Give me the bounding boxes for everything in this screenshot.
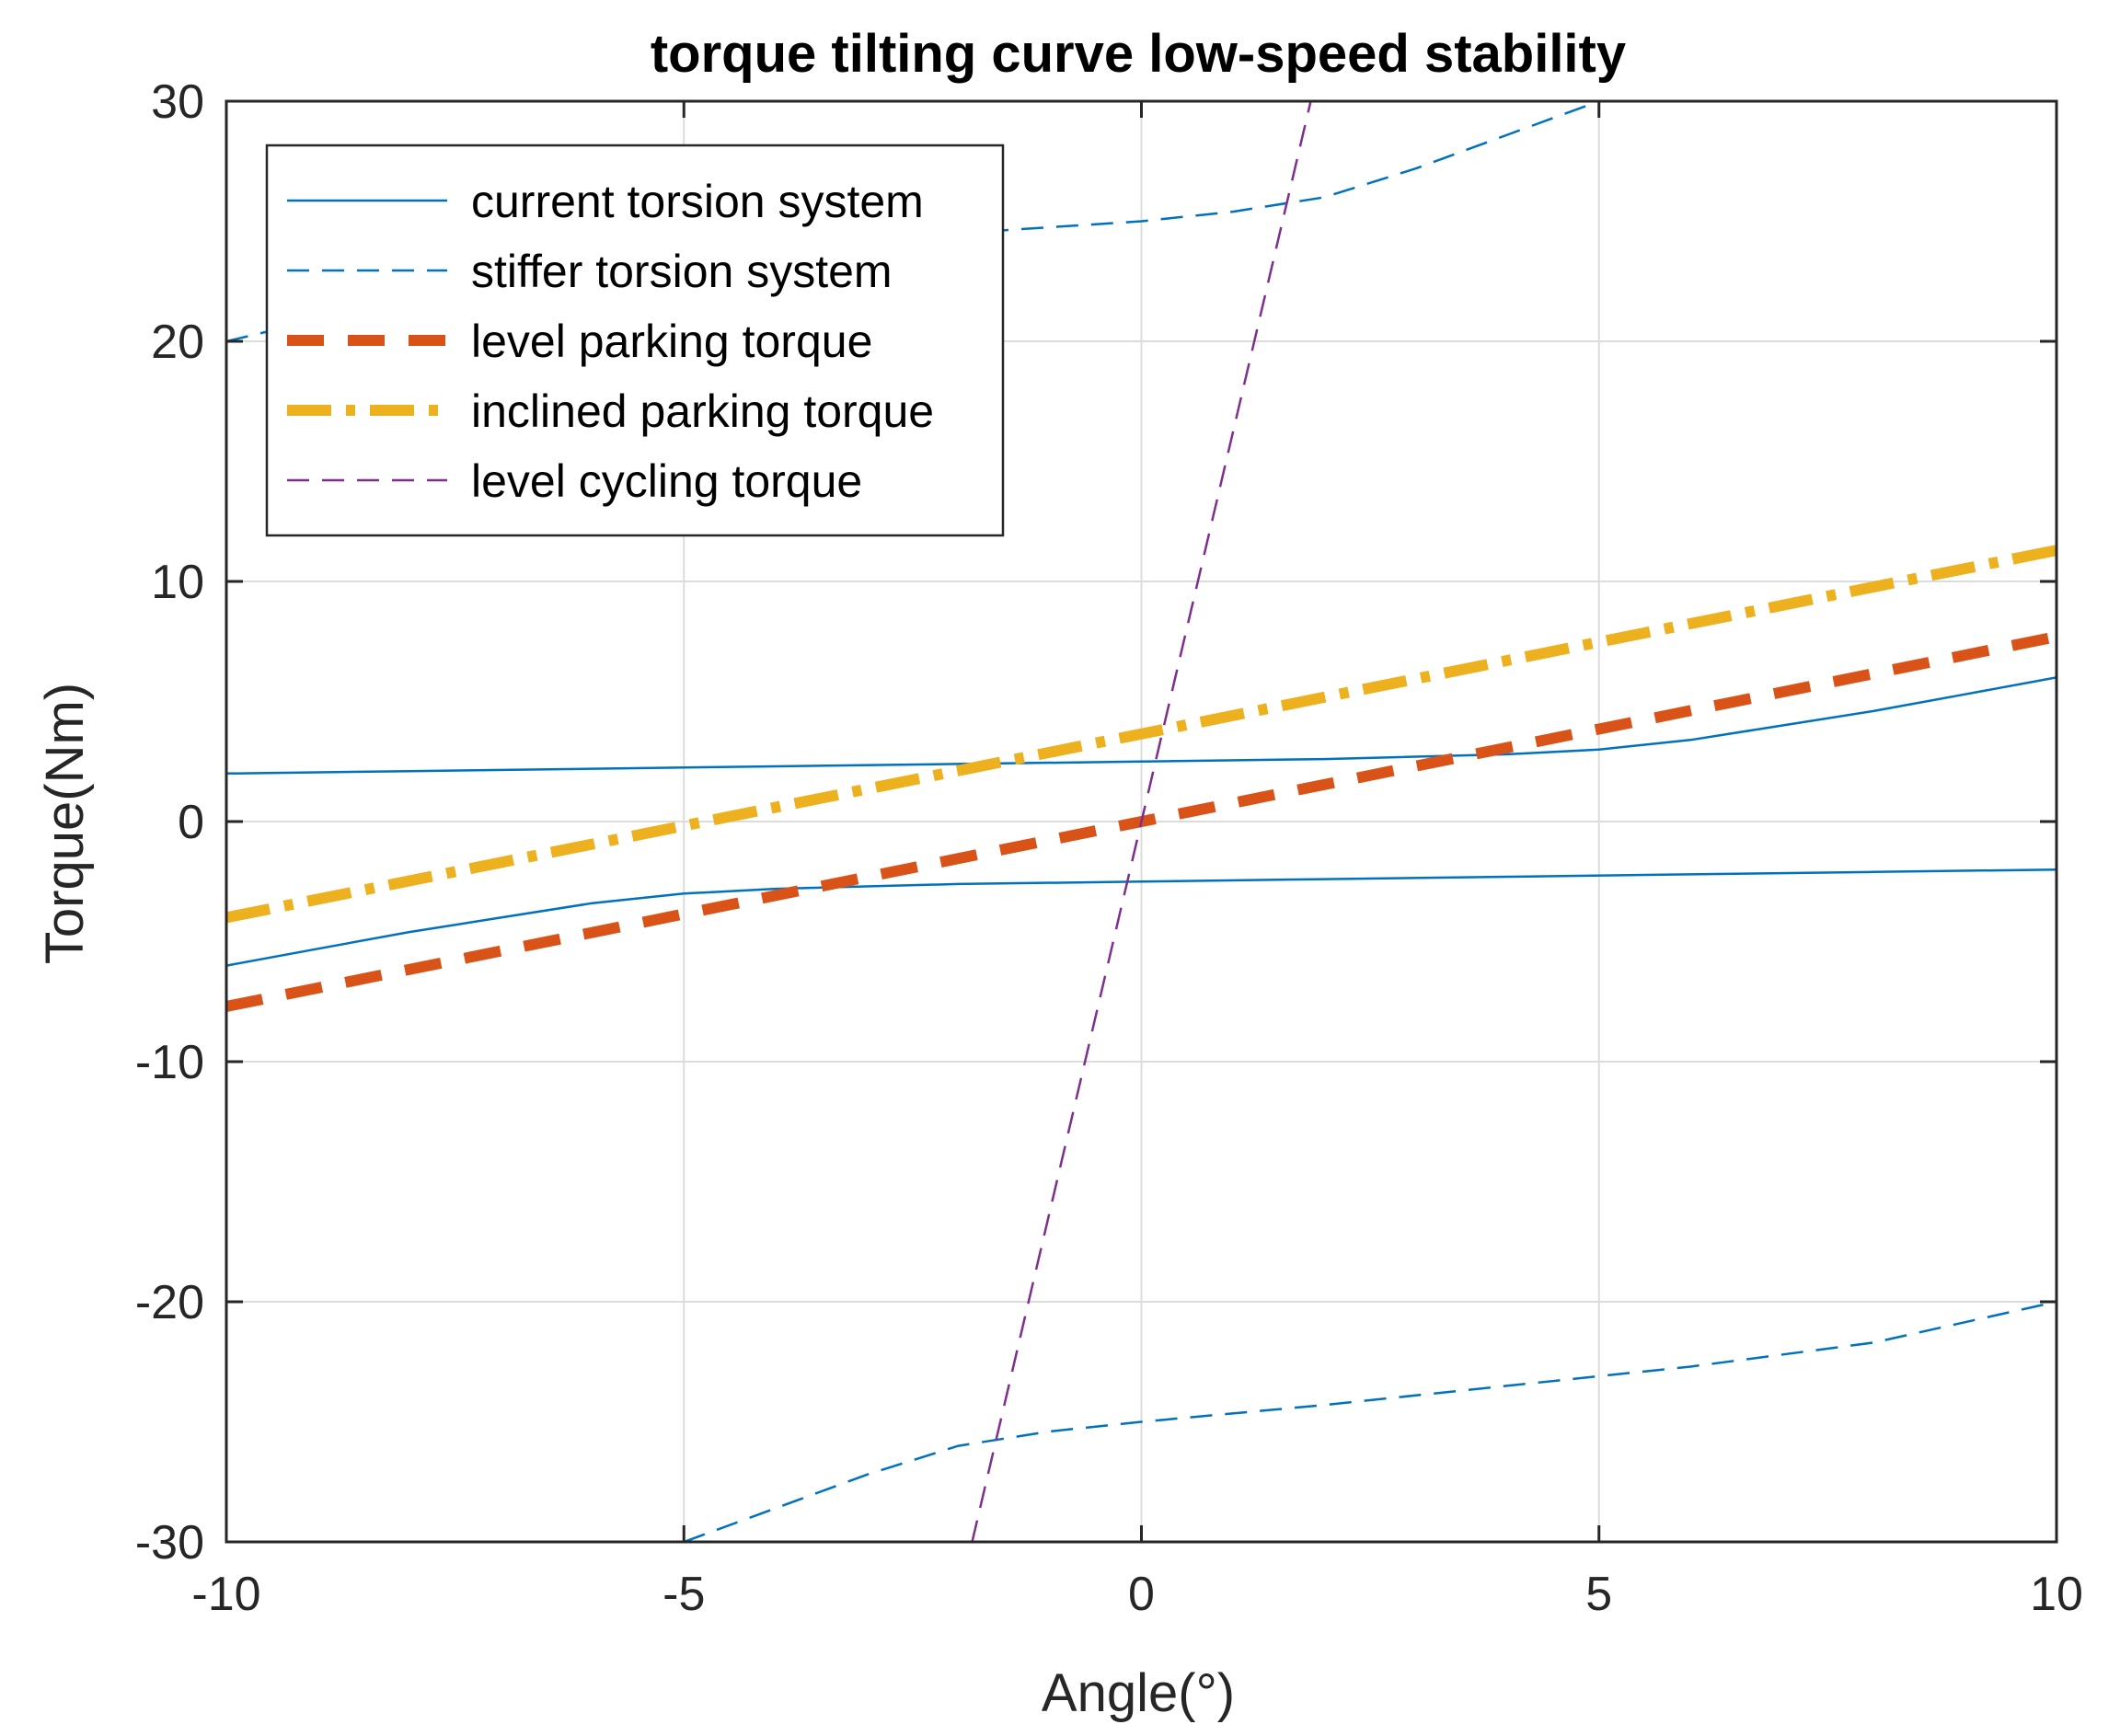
- x-tick-label: -10: [191, 1568, 260, 1621]
- y-tick-label: 30: [151, 75, 204, 129]
- x-tick-label: 5: [1585, 1568, 1612, 1621]
- legend: current torsion system stiffer torsion sy…: [265, 144, 1005, 537]
- x-axis-label: Angle(°): [1042, 1663, 1235, 1723]
- y-tick-label: -10: [135, 1036, 204, 1089]
- ticks-layer: -10 -5 0 5 10 -30 -20 -10 0 10 20 30: [135, 75, 2083, 1621]
- y-tick-label: 10: [151, 556, 204, 609]
- legend-label: level cycling torque: [471, 455, 862, 507]
- legend-box: [265, 144, 1005, 537]
- legend-label: current torsion system: [471, 176, 924, 227]
- x-tick-label: 0: [1128, 1568, 1155, 1621]
- legend-label: level parking torque: [471, 316, 872, 367]
- series-line-level-cycling-torque-0: [971, 101, 1312, 1542]
- x-tick-label: 10: [2030, 1568, 2083, 1621]
- legend-label: inclined parking torque: [471, 385, 934, 437]
- y-tick-label: -30: [135, 1516, 204, 1569]
- y-tick-label: -20: [135, 1276, 204, 1329]
- series-line-stiffer-torsion-system-0: [226, 101, 1600, 343]
- legend-label: stiffer torsion system: [471, 246, 893, 297]
- series-line-stiffer-torsion-system-1: [683, 1300, 2057, 1542]
- y-tick-label: 20: [151, 316, 204, 369]
- series-line-inclined-parking-torque-0: [226, 545, 2057, 924]
- series-layer: [226, 101, 2057, 1542]
- series-line-current-torsion-system-1: [226, 868, 2057, 967]
- chart-title: torque tilting curve low-speed stability: [651, 24, 1626, 84]
- x-tick-label: -5: [662, 1568, 705, 1621]
- y-tick-label: 0: [178, 796, 204, 849]
- series-line-current-torsion-system-0: [226, 676, 2057, 776]
- y-axis-label: Torque(Nm): [35, 683, 95, 964]
